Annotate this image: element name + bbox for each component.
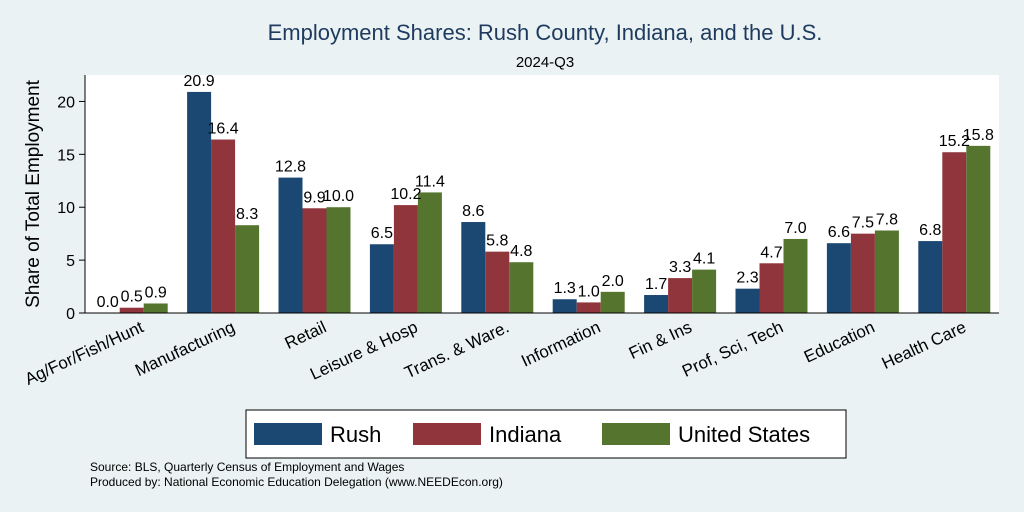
y-tick-label: 10 bbox=[57, 200, 75, 217]
y-tick-label: 15 bbox=[57, 147, 75, 164]
data-label: 1.3 bbox=[554, 280, 576, 297]
data-label: 2.0 bbox=[602, 273, 624, 290]
y-tick-label: 0 bbox=[66, 306, 75, 323]
bar bbox=[144, 303, 168, 313]
data-label: 6.8 bbox=[919, 222, 941, 239]
y-tick-label: 20 bbox=[57, 94, 75, 111]
legend-label: United States bbox=[678, 422, 810, 447]
data-label: 7.8 bbox=[876, 211, 898, 228]
bar bbox=[736, 289, 760, 313]
data-label: 4.1 bbox=[693, 251, 715, 268]
data-label: 8.6 bbox=[462, 203, 484, 220]
bar bbox=[601, 292, 625, 313]
chart-subtitle: 2024-Q3 bbox=[516, 54, 574, 71]
bar bbox=[918, 241, 942, 313]
bar bbox=[827, 243, 851, 313]
y-axis-label: Share of Total Employment bbox=[23, 79, 44, 307]
data-label: 20.9 bbox=[184, 73, 215, 90]
bar bbox=[394, 205, 418, 313]
data-label: 8.3 bbox=[236, 206, 258, 223]
bar bbox=[235, 225, 259, 313]
bar bbox=[418, 192, 442, 313]
data-label: 11.4 bbox=[415, 173, 445, 190]
data-label: 1.7 bbox=[645, 276, 667, 293]
bar bbox=[509, 262, 533, 313]
bar bbox=[279, 178, 303, 313]
legend-label: Rush bbox=[330, 422, 381, 447]
bar bbox=[577, 302, 601, 313]
bar bbox=[692, 270, 716, 313]
bar bbox=[966, 146, 990, 313]
data-label: 15.8 bbox=[963, 127, 994, 144]
bar bbox=[120, 308, 144, 313]
legend-swatch bbox=[602, 423, 670, 445]
data-label: 6.6 bbox=[828, 224, 850, 241]
data-label: 7.0 bbox=[784, 220, 806, 237]
bar bbox=[942, 152, 966, 313]
data-label: 7.5 bbox=[852, 215, 874, 232]
data-label: 1.0 bbox=[578, 283, 600, 300]
bar bbox=[784, 239, 808, 313]
bar bbox=[303, 208, 327, 313]
bar bbox=[760, 263, 784, 313]
data-label: 0.0 bbox=[97, 294, 119, 311]
bar bbox=[370, 244, 394, 313]
bar bbox=[668, 278, 692, 313]
data-label: 4.7 bbox=[760, 244, 782, 261]
data-label: 10.0 bbox=[323, 188, 354, 205]
data-label: 0.5 bbox=[121, 289, 143, 306]
legend-label: Indiana bbox=[489, 422, 562, 447]
y-tick-label: 5 bbox=[66, 253, 75, 270]
bar bbox=[644, 295, 668, 313]
chart: Employment Shares: Rush County, Indiana,… bbox=[0, 0, 1024, 512]
data-label: 3.3 bbox=[669, 259, 691, 276]
data-label: 2.3 bbox=[736, 270, 758, 287]
bar bbox=[875, 230, 899, 313]
data-label: 0.9 bbox=[145, 284, 167, 301]
bar bbox=[553, 299, 577, 313]
producer-line: Produced by: National Economic Education… bbox=[90, 475, 503, 489]
legend-swatch bbox=[413, 423, 481, 445]
bar bbox=[461, 222, 485, 313]
bar bbox=[485, 252, 509, 313]
data-label: 12.8 bbox=[275, 159, 306, 176]
data-label: 4.8 bbox=[510, 243, 532, 260]
data-label: 6.5 bbox=[371, 225, 393, 242]
data-label: 16.4 bbox=[208, 121, 239, 138]
source-line: Source: BLS, Quarterly Census of Employm… bbox=[90, 460, 404, 474]
legend: Rush Indiana United States bbox=[246, 410, 846, 458]
bar bbox=[851, 234, 875, 313]
chart-title: Employment Shares: Rush County, Indiana,… bbox=[268, 20, 823, 45]
bar bbox=[211, 140, 235, 313]
legend-swatch bbox=[254, 423, 322, 445]
bar bbox=[327, 207, 351, 313]
data-label: 5.8 bbox=[486, 233, 508, 250]
